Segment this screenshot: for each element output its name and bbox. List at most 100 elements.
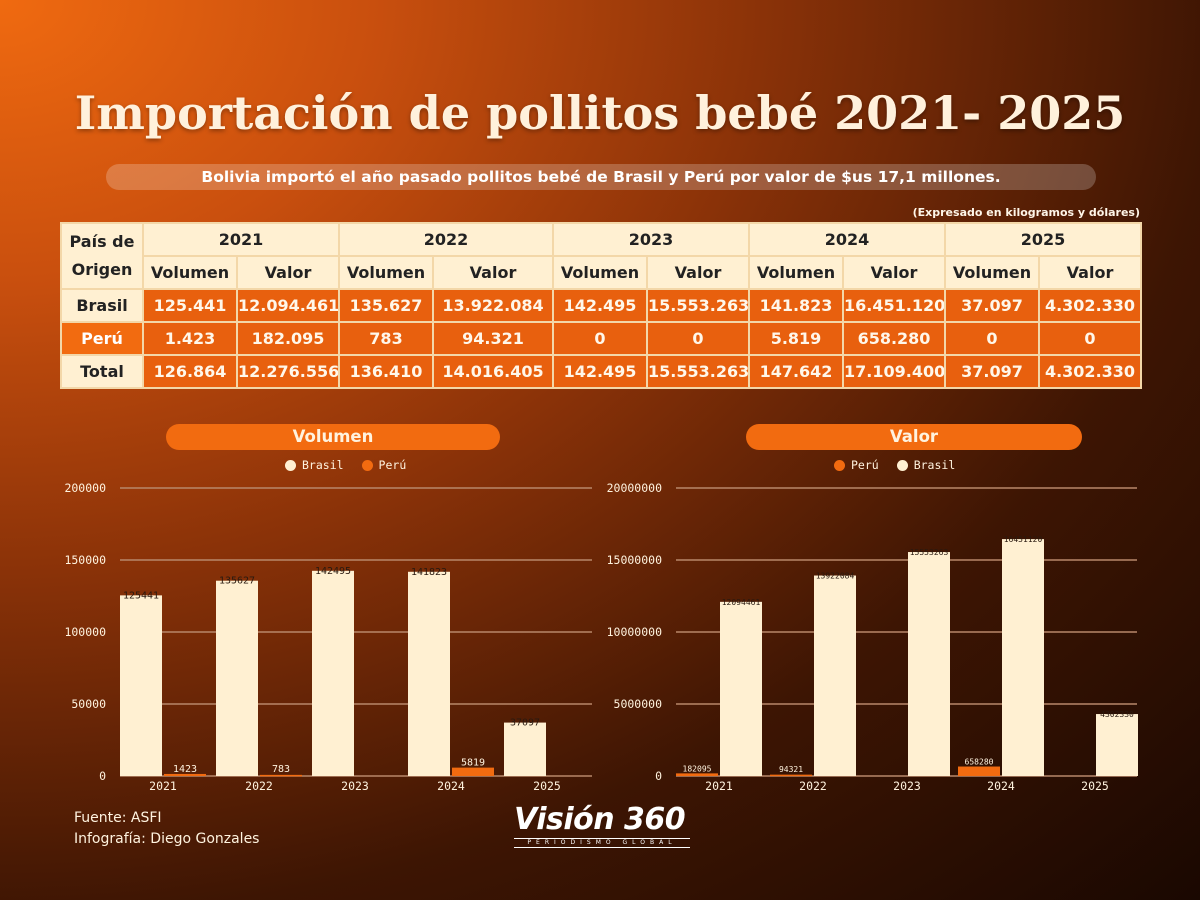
data-label-peru: 658280 (965, 758, 994, 767)
year-header: 2021 (142, 222, 340, 257)
table-cell: 13.922.084 (432, 288, 554, 323)
legend-item-brasil: Brasil (896, 458, 956, 472)
volume-header: Volumen (748, 255, 844, 290)
table-row-total: Total 126.864 12.276.556 136.410 14.016.… (60, 354, 1142, 389)
value-header: Valor (646, 255, 750, 290)
x-tick-label: 2023 (893, 779, 921, 793)
table-cell: 14.016.405 (432, 354, 554, 389)
x-tick-label: 2022 (245, 779, 273, 793)
y-tick-label: 10000000 (607, 625, 662, 639)
table-cell: 94.321 (432, 321, 554, 356)
y-tick-label: 100000 (64, 625, 106, 639)
table-row-peru: Perú 1.423 182.095 783 94.321 0 0 5.819 … (60, 321, 1142, 356)
data-label-peru: 94321 (779, 765, 803, 774)
legend-item-brasil: Brasil (285, 458, 344, 472)
bar-brasil (720, 601, 762, 776)
bar-peru (770, 774, 812, 777)
credit-text: Infografía: Diego Gonzales (74, 831, 260, 847)
data-label-brasil: 37097 (510, 718, 540, 729)
bar-peru (164, 773, 206, 776)
y-tick-label: 5000000 (614, 697, 663, 711)
bar-peru (260, 774, 302, 777)
bar-brasil (312, 570, 354, 776)
data-label-brasil: 142495 (315, 566, 351, 577)
bar-peru (452, 767, 494, 776)
import-data-table: País de Origen 2021 2022 2023 2024 2025 … (60, 222, 1142, 389)
data-label-brasil: 13922084 (816, 572, 855, 581)
bar-brasil (120, 595, 162, 776)
value-bar-chart: 0 5000000 10000000 15000000 20000000 12094461… (607, 481, 1138, 793)
y-tick-label: 200000 (64, 481, 106, 495)
volume-header: Volumen (338, 255, 434, 290)
volume-chart-legend: Brasil Perú (285, 458, 406, 472)
bar-brasil (1002, 539, 1044, 776)
row-label-brasil: Brasil (60, 288, 144, 323)
table-cell: 142.495 (552, 354, 648, 389)
data-label-peru: 182095 (683, 764, 712, 773)
bar-brasil (814, 575, 856, 776)
table-cell: 37.097 (944, 288, 1040, 323)
table-cell: 147.642 (748, 354, 844, 389)
data-label-brasil: 4302330 (1100, 710, 1134, 719)
volume-chart-title: Volumen (166, 424, 500, 450)
table-cell: 37.097 (944, 354, 1040, 389)
x-tick-label: 2025 (533, 779, 561, 793)
value-header: Valor (1038, 255, 1142, 290)
y-tick-label: 150000 (64, 553, 106, 567)
data-label-brasil: 15553263 (910, 548, 949, 557)
value-header: Valor (842, 255, 946, 290)
data-label-brasil: 125441 (123, 590, 159, 601)
row-label-peru: Perú (60, 321, 144, 356)
value-header: Valor (432, 255, 554, 290)
table-cell: 15.553.263 (646, 288, 750, 323)
table-cell: 0 (1038, 321, 1142, 356)
bar-brasil (504, 722, 546, 776)
year-header: 2024 (748, 222, 946, 257)
table-cell: 136.410 (338, 354, 434, 389)
x-tick-label: 2025 (1081, 779, 1109, 793)
table-cell: 125.441 (142, 288, 238, 323)
table-cell: 0 (944, 321, 1040, 356)
value-chart-title: Valor (746, 424, 1082, 450)
table-cell: 783 (338, 321, 434, 356)
bar-peru (958, 766, 1000, 776)
volume-header: Volumen (552, 255, 648, 290)
bar-brasil (408, 571, 450, 776)
x-tick-label: 2023 (341, 779, 369, 793)
data-label-brasil: 141823 (411, 567, 447, 578)
table-cell: 0 (552, 321, 648, 356)
legend-label-brasil: Brasil (913, 458, 956, 472)
table-cell: 5.819 (748, 321, 844, 356)
y-tick-label: 50000 (71, 697, 106, 711)
value-chart-legend: Perú Brasil (834, 458, 955, 472)
table-cell: 141.823 (748, 288, 844, 323)
table-cell: 1.423 (142, 321, 238, 356)
data-label-brasil: 12094461 (722, 598, 761, 607)
footer-credits: Fuente: ASFI Infografía: Diego Gonzales (74, 808, 259, 850)
table-cell: 12.094.461 (236, 288, 340, 323)
source-text: Fuente: ASFI (74, 810, 162, 826)
data-label-peru: 783 (272, 764, 290, 775)
legend-label-brasil: Brasil (302, 458, 344, 472)
x-tick-label: 2024 (437, 779, 465, 793)
table-cell: 4.302.330 (1038, 354, 1142, 389)
x-tick-label: 2021 (149, 779, 177, 793)
bar-brasil (1096, 714, 1138, 776)
table-subheader-row: Volumen Valor Volumen Valor Volumen Valo… (61, 255, 1142, 290)
year-header: 2022 (338, 222, 554, 257)
y-tick-label: 0 (655, 769, 662, 783)
year-header: 2023 (552, 222, 750, 257)
table-row-brasil: Brasil 125.441 12.094.461 135.627 13.922… (60, 288, 1142, 323)
value-header: Valor (236, 255, 340, 290)
legend-item-peru: Perú (361, 458, 406, 472)
table-cell: 17.109.400 (842, 354, 946, 389)
bar-brasil (216, 580, 258, 776)
legend-item-peru: Perú (834, 458, 879, 472)
legend-swatch-peru (834, 459, 845, 471)
table-cell: 16.451.120 (842, 288, 946, 323)
subtitle-banner: Bolivia importó el año pasado pollitos b… (106, 164, 1096, 190)
bar-brasil (908, 552, 950, 776)
x-tick-label: 2022 (799, 779, 827, 793)
origin-header-line-1: País de (69, 232, 135, 251)
table-cell: 182.095 (236, 321, 340, 356)
